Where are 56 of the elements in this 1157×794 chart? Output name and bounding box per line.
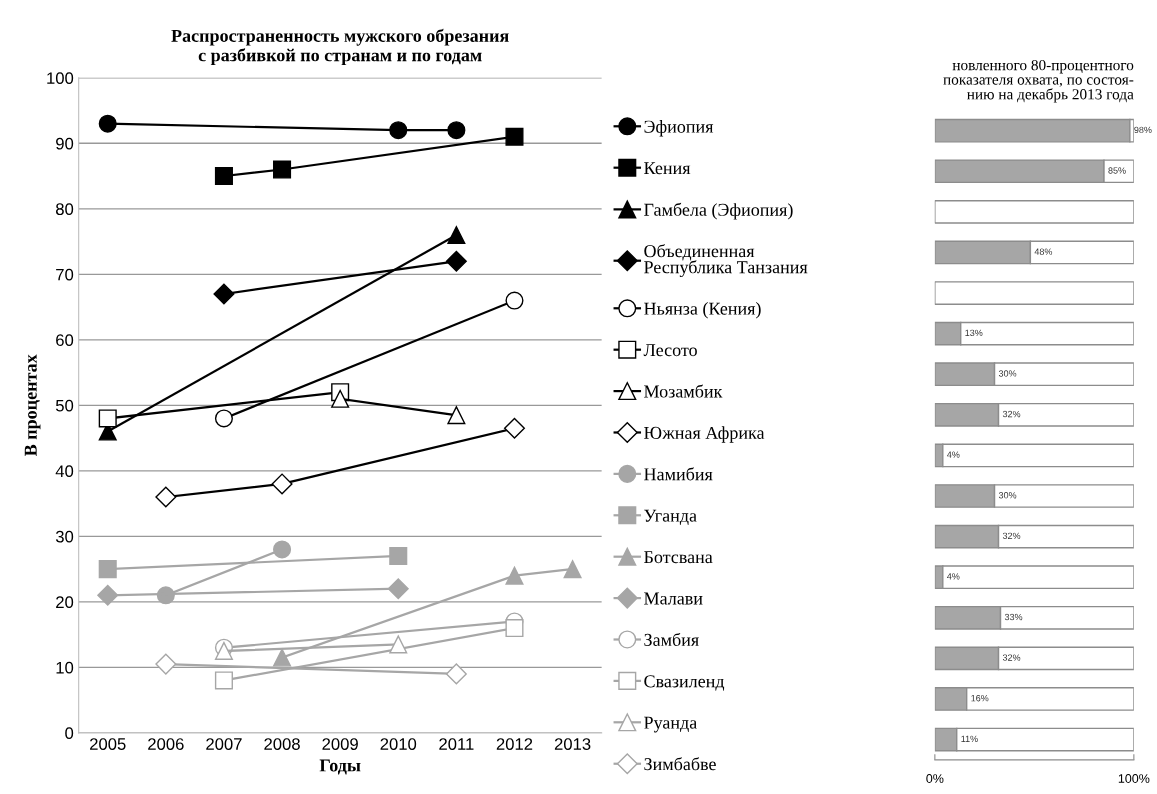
x-tick-label: 0% — [926, 774, 944, 783]
legend-label: Южная Африка — [644, 426, 765, 443]
data-label: 30% — [998, 370, 1017, 377]
data-label: 32% — [1002, 654, 1021, 661]
legend-label: Замбия — [644, 632, 699, 646]
x-tick-label: 2012 — [496, 738, 533, 750]
chart-title: новленного 80-процентного показателя охвата, по состоя- нию на декабрь 2013 года — [943, 59, 1134, 103]
x-tick-label: 100% — [1118, 774, 1150, 783]
legend-label: Объединенная Республика Танзания — [644, 244, 808, 278]
legend-label: Свазиленд — [644, 675, 725, 691]
y-tick-label: 10 — [56, 661, 74, 674]
legend-label: Гамбела (Эфиопия) — [644, 202, 793, 220]
legend-label: Ботсвана — [644, 551, 713, 564]
data-label: 33% — [1004, 613, 1023, 621]
legend-label: Ньянза (Кения) — [644, 302, 761, 319]
x-tick-label: 2005 — [90, 738, 126, 750]
data-label: 11% — [961, 735, 978, 742]
data-label: 48% — [1034, 248, 1053, 255]
x-tick-label: 2007 — [206, 738, 242, 750]
data-label: 13% — [965, 329, 983, 337]
x-tick-label: 2008 — [264, 738, 300, 750]
x-tick-label: 2011 — [439, 738, 474, 750]
y-tick-label: 0 — [65, 727, 74, 740]
legend-label: Мозамбик — [644, 384, 723, 398]
legend-label: Намибия — [644, 467, 713, 481]
legend-label: Зимбабве — [644, 757, 716, 771]
data-label: 16% — [971, 695, 989, 702]
chart-title: Распространенность мужского обрезания с разбивкой по странам и по годам — [171, 28, 509, 65]
legend-label: Лесото — [643, 344, 697, 357]
y-axis-title: В процентах — [24, 354, 41, 457]
legend-label: Эфиопия — [644, 120, 714, 137]
x-tick-label: 2010 — [380, 738, 417, 750]
y-tick-label: 60 — [56, 334, 74, 347]
x-tick-label: 2013 — [554, 738, 591, 750]
data-label: 32% — [1002, 532, 1021, 540]
data-label: 98% — [1134, 126, 1152, 134]
x-tick-label: 2006 — [148, 738, 184, 750]
legend-label: Уганда — [644, 509, 697, 526]
y-tick-label: 40 — [55, 465, 74, 478]
x-axis-title: Годы — [319, 759, 361, 775]
data-label: 4% — [947, 451, 960, 458]
data-label: 4% — [947, 573, 960, 580]
y-tick-label: 20 — [56, 596, 74, 609]
legend-label: Малави — [644, 592, 703, 605]
y-tick-label: 30 — [55, 530, 74, 543]
y-tick-label: 100 — [47, 72, 74, 85]
y-tick-label: 70 — [56, 268, 74, 281]
legend-label: Руанда — [644, 716, 697, 733]
legend-label: Кения — [644, 162, 691, 175]
x-tick-label: 2009 — [322, 738, 358, 750]
data-label: 85% — [1108, 167, 1126, 174]
y-tick-label: 50 — [55, 399, 74, 412]
y-tick-label: 80 — [56, 203, 74, 216]
y-tick-label: 90 — [56, 137, 74, 150]
data-label: 32% — [1002, 410, 1021, 418]
data-label: 30% — [998, 492, 1017, 499]
